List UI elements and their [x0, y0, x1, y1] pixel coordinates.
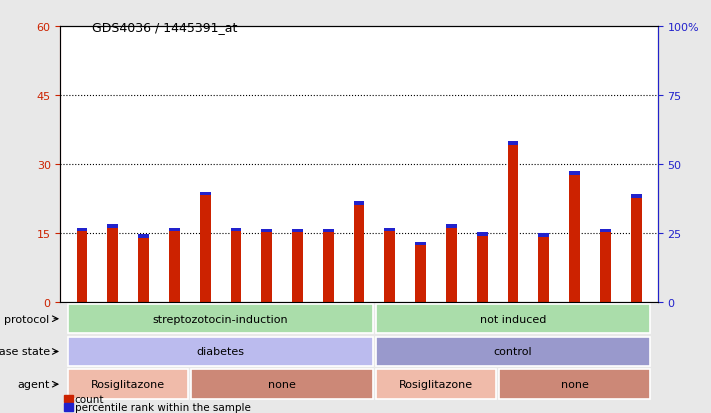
Bar — [107, 225, 118, 303]
Text: agent: agent — [17, 379, 50, 389]
Bar — [292, 229, 303, 303]
Bar — [138, 235, 149, 303]
Bar — [230, 228, 241, 303]
Bar — [570, 172, 580, 303]
Text: control: control — [493, 347, 533, 356]
Bar — [77, 228, 87, 232]
Bar — [538, 234, 549, 303]
Text: disease state: disease state — [0, 347, 50, 356]
Bar — [538, 234, 549, 237]
Text: Rosiglitazone: Rosiglitazone — [399, 379, 473, 389]
Bar — [200, 192, 210, 196]
Bar — [415, 242, 426, 303]
Bar — [138, 235, 149, 238]
FancyBboxPatch shape — [499, 370, 650, 399]
Bar — [600, 229, 611, 303]
Bar — [446, 225, 456, 228]
Text: not induced: not induced — [480, 314, 546, 324]
FancyBboxPatch shape — [376, 370, 496, 399]
Bar — [323, 229, 333, 303]
Bar — [169, 228, 180, 232]
FancyBboxPatch shape — [376, 337, 650, 366]
Text: protocol: protocol — [4, 314, 50, 324]
Bar — [353, 202, 365, 205]
Text: none: none — [268, 379, 296, 389]
Bar — [446, 225, 456, 303]
Bar — [600, 229, 611, 233]
Bar — [292, 229, 303, 233]
FancyBboxPatch shape — [68, 370, 188, 399]
Text: count: count — [75, 394, 104, 404]
Text: GDS4036 / 1445391_at: GDS4036 / 1445391_at — [92, 21, 237, 33]
FancyBboxPatch shape — [68, 337, 373, 366]
FancyBboxPatch shape — [376, 304, 650, 334]
Bar — [262, 229, 272, 303]
Bar — [77, 228, 87, 303]
Bar — [323, 229, 333, 233]
Text: Rosiglitazone: Rosiglitazone — [91, 379, 165, 389]
Bar — [60, 303, 658, 372]
Text: percentile rank within the sample: percentile rank within the sample — [75, 402, 250, 412]
Bar — [508, 142, 518, 145]
Bar — [107, 225, 118, 228]
Bar — [477, 233, 488, 303]
Bar — [200, 192, 210, 303]
Bar — [508, 142, 518, 303]
Bar — [570, 172, 580, 175]
FancyBboxPatch shape — [191, 370, 373, 399]
Bar — [230, 228, 241, 232]
FancyBboxPatch shape — [68, 304, 373, 334]
Text: streptozotocin-induction: streptozotocin-induction — [153, 314, 289, 324]
Text: none: none — [560, 379, 589, 389]
Bar — [262, 229, 272, 233]
Bar — [169, 228, 180, 303]
Bar — [477, 233, 488, 237]
Bar — [631, 195, 641, 303]
Text: diabetes: diabetes — [196, 347, 245, 356]
Bar — [415, 242, 426, 246]
Bar — [353, 202, 365, 303]
Bar — [631, 195, 641, 198]
Bar — [385, 228, 395, 303]
Bar — [385, 228, 395, 232]
